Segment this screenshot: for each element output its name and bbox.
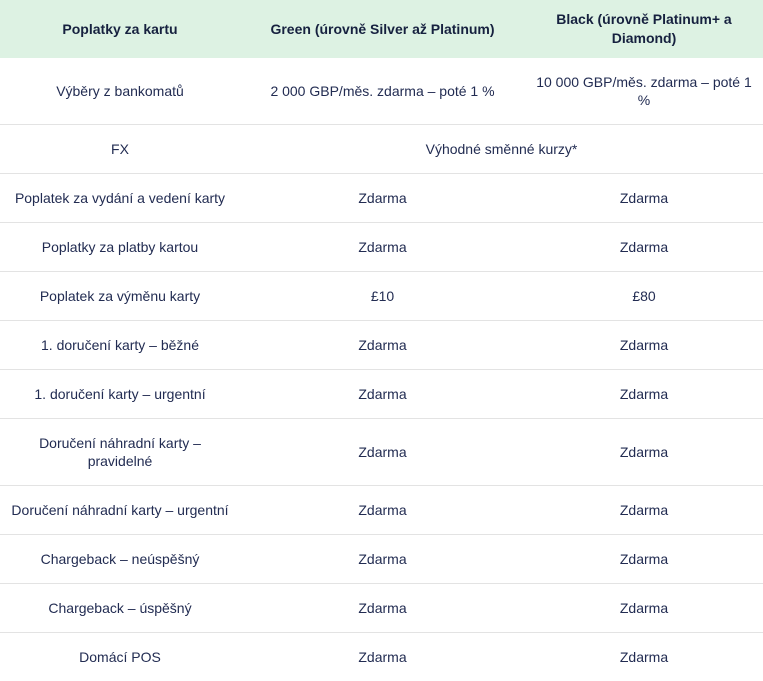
- table-row: Poplatek za výměnu karty£10£80: [0, 272, 763, 321]
- column-header-fees: Poplatky za kartu: [0, 0, 240, 58]
- row-value-combined: Výhodné směnné kurzy*: [240, 125, 763, 174]
- row-label: Poplatek za vydání a vedení karty: [0, 174, 240, 223]
- row-value-black: Zdarma: [525, 584, 763, 633]
- row-label: Poplatky za platby kartou: [0, 223, 240, 272]
- row-label: Poplatek za výměnu karty: [0, 272, 240, 321]
- row-value-green: Zdarma: [240, 535, 525, 584]
- row-value-green: £10: [240, 272, 525, 321]
- row-label: 1. doručení karty – běžné: [0, 321, 240, 370]
- row-value-green: Zdarma: [240, 633, 525, 681]
- row-value-black: Zdarma: [525, 223, 763, 272]
- row-label: Výběry z bankomatů: [0, 58, 240, 125]
- row-label: FX: [0, 125, 240, 174]
- row-label: Domácí POS: [0, 633, 240, 681]
- row-value-green: Zdarma: [240, 174, 525, 223]
- row-value-black: Zdarma: [525, 174, 763, 223]
- column-header-green: Green (úrovně Silver až Platinum): [240, 0, 525, 58]
- row-value-black: Zdarma: [525, 633, 763, 681]
- row-value-black: Zdarma: [525, 486, 763, 535]
- row-value-green: 2 000 GBP/měs. zdarma – poté 1 %: [240, 58, 525, 125]
- row-label: Chargeback – úspěšný: [0, 584, 240, 633]
- table-header: Poplatky za kartu Green (úrovně Silver a…: [0, 0, 763, 58]
- row-value-green: Zdarma: [240, 370, 525, 419]
- row-value-green: Zdarma: [240, 223, 525, 272]
- row-value-black: Zdarma: [525, 419, 763, 486]
- row-value-green: Zdarma: [240, 584, 525, 633]
- row-value-black: 10 000 GBP/měs. zdarma – poté 1 %: [525, 58, 763, 125]
- column-header-black: Black (úrovně Platinum+ a Diamond): [525, 0, 763, 58]
- row-value-black: Zdarma: [525, 370, 763, 419]
- row-value-black: Zdarma: [525, 535, 763, 584]
- row-label: 1. doručení karty – urgentní: [0, 370, 240, 419]
- row-label: Doručení náhradní karty – pravidelné: [0, 419, 240, 486]
- row-value-black: Zdarma: [525, 321, 763, 370]
- header-row: Poplatky za kartu Green (úrovně Silver a…: [0, 0, 763, 58]
- row-value-green: Zdarma: [240, 321, 525, 370]
- row-value-green: Zdarma: [240, 419, 525, 486]
- row-value-black: £80: [525, 272, 763, 321]
- row-label: Doručení náhradní karty – urgentní: [0, 486, 240, 535]
- row-label: Chargeback – neúspěšný: [0, 535, 240, 584]
- row-value-green: Zdarma: [240, 486, 525, 535]
